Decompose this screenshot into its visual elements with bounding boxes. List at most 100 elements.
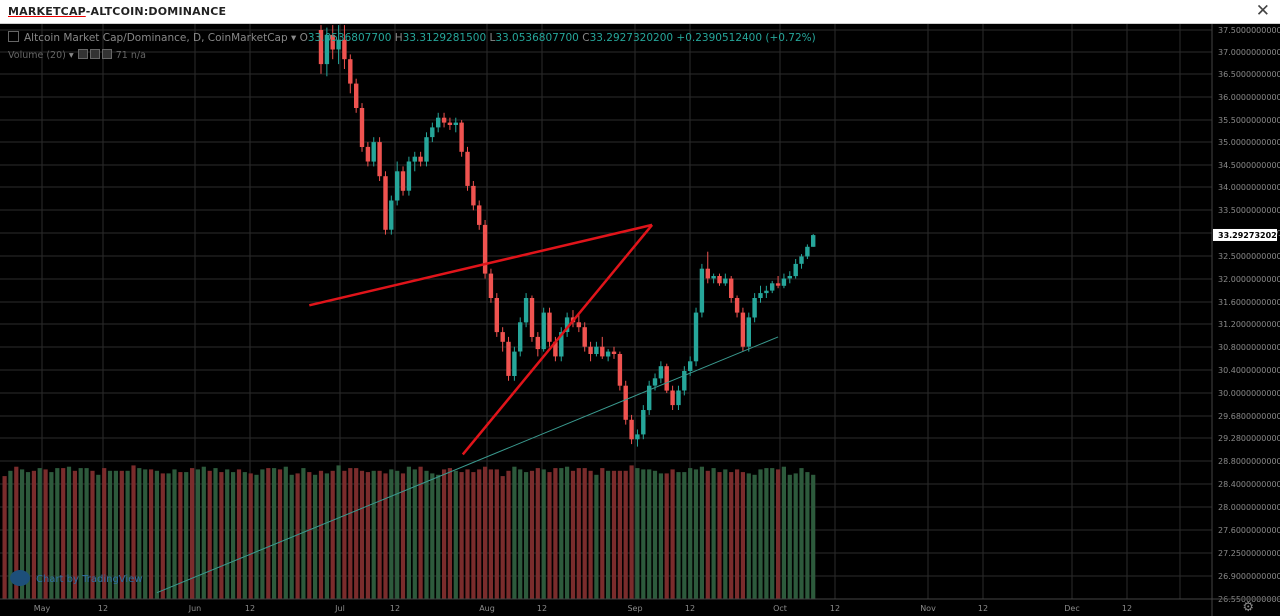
candle-body	[600, 346, 605, 357]
candle-body	[729, 278, 734, 298]
volume-bar	[793, 473, 798, 599]
price-tick-label: 37.5000000000	[1218, 26, 1280, 35]
volume-bar	[172, 469, 177, 599]
candle-body	[693, 312, 699, 362]
candle-body	[647, 385, 652, 411]
symbol-prefix: MARKETCAP	[8, 5, 86, 18]
volume-bar	[283, 466, 288, 599]
volume-bar	[365, 472, 370, 599]
price-chart[interactable]: 37.5000000000 37.0000000000 36.5000000000 3…	[0, 24, 1280, 616]
candle-body	[699, 268, 705, 313]
volume-label: Volume (20)	[8, 50, 66, 61]
volume-bar	[113, 470, 118, 600]
candle-body	[342, 39, 347, 60]
volume-bars	[2, 465, 816, 600]
volume-bar	[266, 468, 271, 599]
volume-bar	[154, 470, 159, 600]
volume-bar	[178, 472, 183, 599]
candle-body	[406, 161, 412, 191]
volume-bar	[799, 468, 804, 599]
volume-bar	[658, 473, 663, 599]
volume-bar	[336, 465, 341, 600]
volume-extra: n/a	[130, 50, 146, 61]
volume-bar	[483, 466, 488, 599]
candle-body	[389, 200, 394, 230]
volume-bar	[400, 473, 406, 599]
volume-bar	[611, 470, 617, 600]
candle-body	[752, 298, 757, 318]
square-icon[interactable]	[8, 31, 19, 42]
low-value: 33.0536807700	[495, 32, 579, 44]
volume-bar	[8, 470, 13, 600]
volume-bar	[447, 468, 452, 599]
candle-body	[500, 332, 505, 342]
volume-bar	[131, 465, 136, 600]
time-tick-label: 12	[685, 604, 695, 613]
candle-body	[670, 390, 675, 406]
candle-body	[764, 290, 769, 294]
settings-icon[interactable]	[89, 49, 100, 59]
volume-bar	[248, 473, 253, 599]
volume-bar	[236, 469, 242, 599]
volume-bar	[565, 466, 570, 599]
volume-bar	[301, 468, 306, 599]
volume-bar	[442, 469, 447, 599]
close-icon[interactable]: ✕	[1255, 1, 1270, 21]
chart-grid	[0, 24, 1212, 600]
volume-bar	[735, 469, 740, 599]
volume-legend: Volume (20) ▾ 71 n/a	[8, 49, 146, 61]
candle-body	[412, 156, 417, 162]
candle-body	[453, 122, 458, 125]
volume-bar	[149, 469, 154, 599]
volume-bar	[547, 472, 552, 599]
candle-body	[740, 312, 746, 347]
volume-bar	[31, 470, 36, 600]
candle-body	[318, 30, 324, 65]
volume-bar	[20, 469, 25, 599]
volume-bar	[72, 470, 77, 600]
volume-bar	[119, 470, 124, 600]
time-tick-label: 12	[537, 604, 547, 613]
volume-bar	[746, 473, 751, 599]
volume-bar	[90, 470, 95, 600]
tradingview-branding[interactable]: Chart by TradingView	[10, 570, 143, 586]
candle-body	[436, 117, 441, 128]
candle-body	[418, 156, 423, 162]
price-tick-label: 29.6800000000	[1218, 412, 1280, 421]
time-tick-label: Jun	[188, 604, 202, 613]
symbol-title: MARKETCAP-ALTCOIN:DOMINANCE	[8, 5, 226, 18]
branding-text: Chart by TradingView	[36, 574, 143, 585]
volume-bar	[430, 473, 435, 599]
candle-body	[324, 34, 330, 65]
volume-bar	[43, 469, 48, 599]
last-price-label: 33.2927320200	[1218, 231, 1280, 240]
volume-bar	[752, 474, 757, 599]
volume-bar	[617, 470, 622, 600]
gear-icon[interactable]: ⚙	[1242, 600, 1254, 615]
volume-bar	[2, 476, 7, 599]
candle-body	[711, 276, 716, 279]
close-icon[interactable]	[101, 49, 112, 59]
volume-bar	[49, 472, 54, 599]
candle-body	[447, 122, 453, 125]
volume-bar	[494, 469, 499, 599]
time-tick-label: Aug	[479, 604, 495, 613]
volume-bar	[231, 472, 236, 599]
volume-bar	[213, 468, 218, 599]
candle-body	[348, 59, 353, 84]
eye-icon[interactable]	[77, 49, 88, 59]
candle-body	[424, 137, 429, 162]
volume-bar	[594, 474, 599, 599]
price-tick-label: 26.9000000000	[1218, 572, 1280, 581]
volume-bar	[699, 466, 704, 599]
time-tick-label: 12	[830, 604, 840, 613]
price-tick-label: 31.2000000000	[1218, 320, 1280, 329]
volume-bar	[295, 473, 300, 599]
volume-bar	[330, 470, 335, 600]
price-axis: 37.5000000000 37.0000000000 36.5000000000 3…	[1211, 24, 1280, 616]
volume-bar	[717, 472, 722, 599]
volume-bar	[160, 473, 165, 599]
candle-body	[359, 108, 365, 147]
candle-body	[482, 224, 488, 274]
volume-bar	[201, 466, 206, 599]
